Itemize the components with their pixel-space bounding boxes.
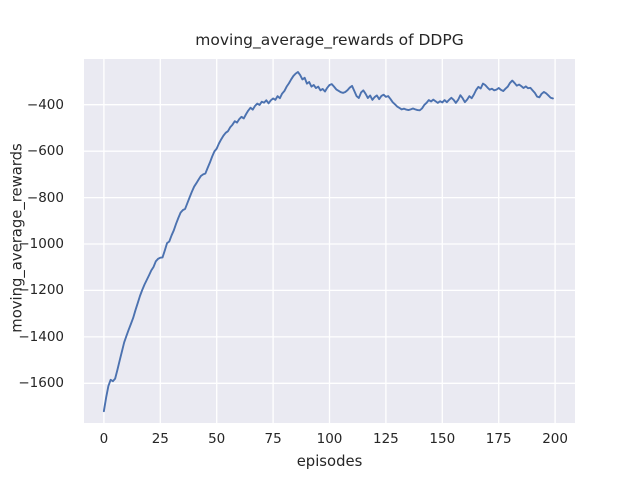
y-tick-label: −400 [26,96,64,113]
x-tick-label: 200 [542,431,568,447]
x-tick-label: 75 [264,431,282,447]
y-tick-label: −1400 [18,328,64,345]
y-tick-label: −600 [26,143,64,160]
y-tick-label: −1000 [18,236,64,252]
x-tick-label: 150 [429,431,456,447]
y-tick-label: −800 [26,189,64,206]
chart-title: moving_average_rewards of DDPG [195,31,464,49]
x-tick-label: 175 [485,431,512,447]
x-tick-label: 125 [373,431,399,447]
data-line [102,71,554,413]
x-tick-label: 0 [99,431,109,447]
x-tick-label: 50 [208,431,226,447]
x-tick-label: 25 [151,431,169,447]
y-tick-label: −1200 [18,282,64,299]
x-tick-label: 100 [316,431,343,447]
y-tick-label: −1600 [18,375,64,392]
x-axis-label: episodes [296,453,363,470]
